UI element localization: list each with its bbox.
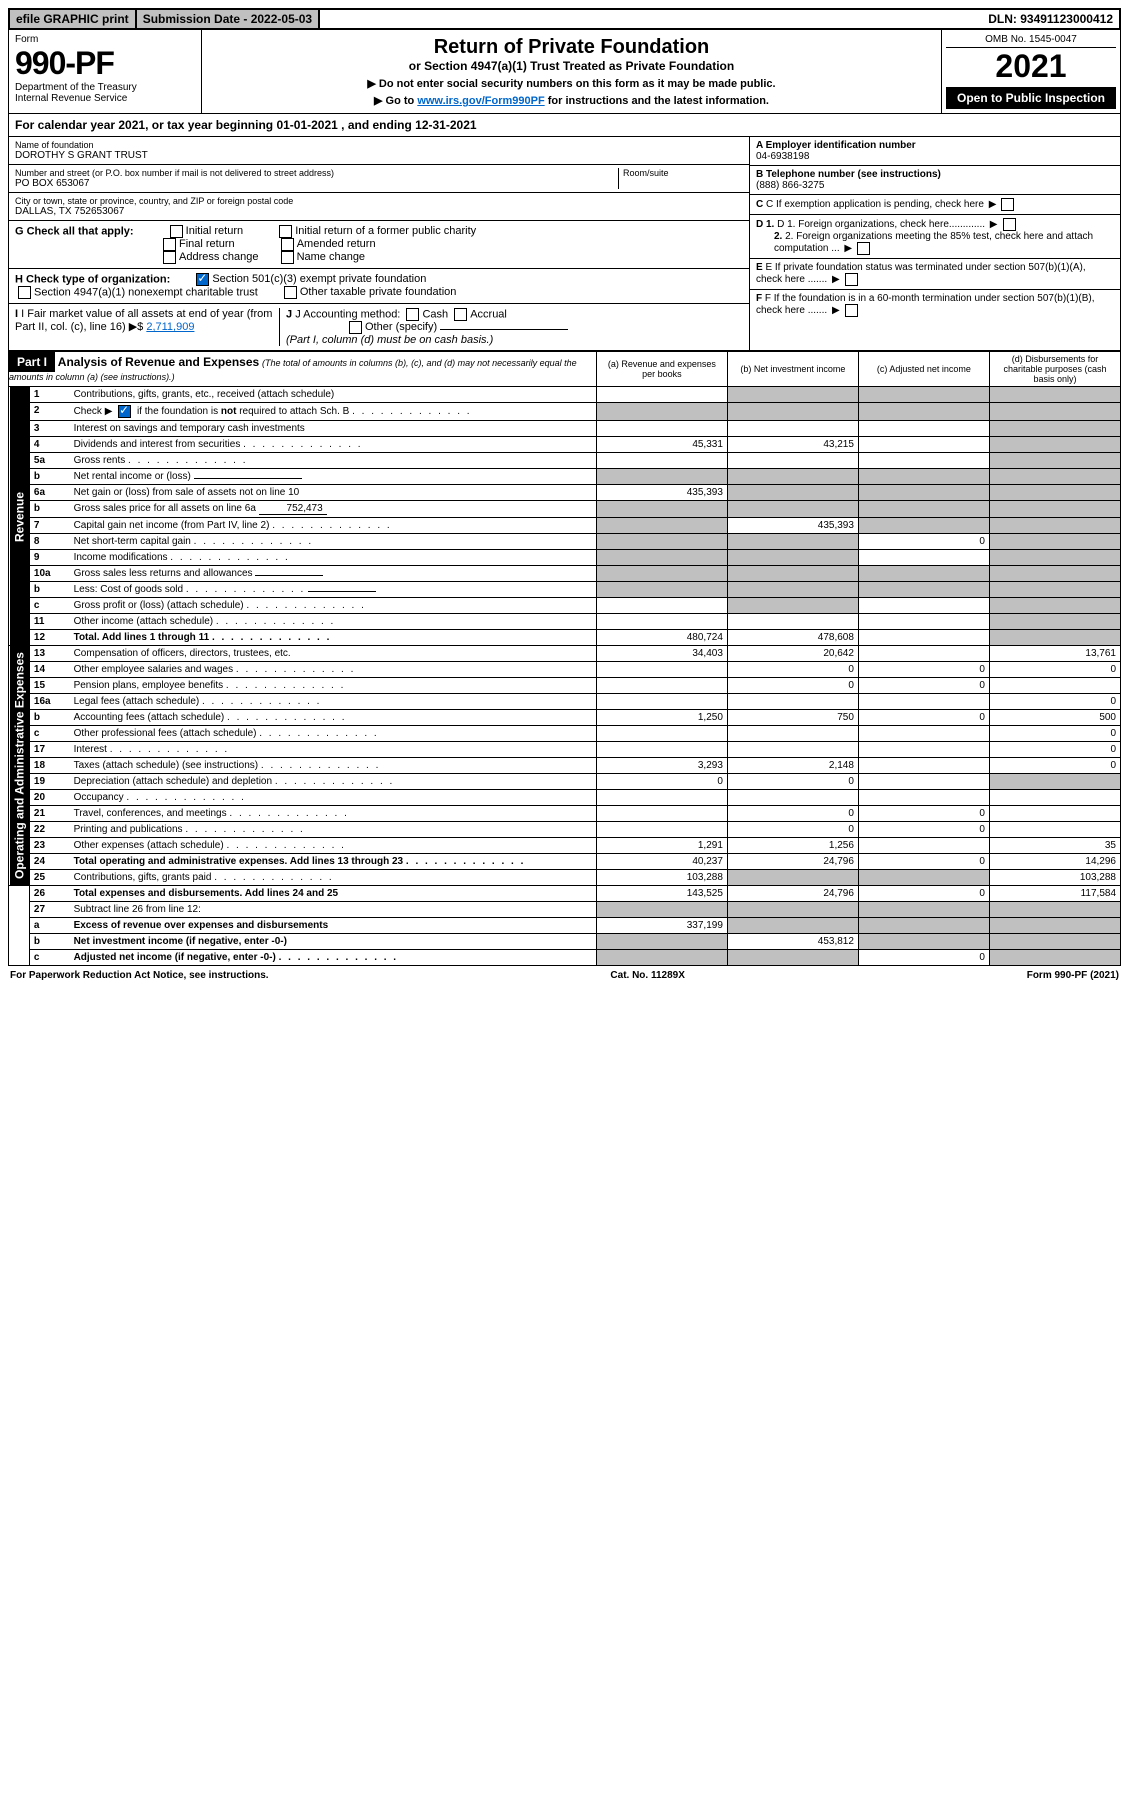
- phone-cell: B Telephone number (see instructions) (8…: [750, 166, 1120, 195]
- checkbox-other-taxable[interactable]: [284, 286, 297, 299]
- form-header: Form 990-PF Department of the Treasury I…: [8, 30, 1121, 114]
- fmv-value[interactable]: 2,711,909: [146, 321, 194, 333]
- page-footer: For Paperwork Reduction Act Notice, see …: [8, 966, 1121, 985]
- checkbox-other-method[interactable]: [349, 321, 362, 334]
- checkbox-d2[interactable]: [857, 242, 870, 255]
- checkbox-501c3[interactable]: [196, 273, 209, 286]
- checkbox-initial[interactable]: [170, 225, 183, 238]
- form-label: Form: [15, 34, 195, 45]
- calendar-year-row: For calendar year 2021, or tax year begi…: [8, 114, 1121, 137]
- form-title: Return of Private Foundation: [208, 36, 935, 59]
- dln: DLN: 93491123000412: [982, 10, 1119, 28]
- checkbox-name-change[interactable]: [281, 251, 294, 264]
- form-subtitle: or Section 4947(a)(1) Trust Treated as P…: [208, 59, 935, 73]
- checkbox-amended[interactable]: [281, 238, 294, 251]
- open-public-badge: Open to Public Inspection: [946, 87, 1116, 109]
- info-grid: Name of foundation DOROTHY S GRANT TRUST…: [8, 137, 1121, 351]
- opex-side-label: Operating and Administrative Expenses: [9, 646, 30, 886]
- address-cell: Number and street (or P.O. box number if…: [9, 165, 749, 193]
- dept-label: Department of the Treasury: [15, 82, 195, 93]
- efile-label: efile GRAPHIC print: [10, 10, 137, 28]
- irs-label: Internal Revenue Service: [15, 93, 195, 104]
- header-center: Return of Private Foundation or Section …: [202, 30, 941, 113]
- part1-header: Part I: [9, 352, 55, 372]
- header-left: Form 990-PF Department of the Treasury I…: [9, 30, 202, 113]
- checkbox-accrual[interactable]: [454, 308, 467, 321]
- checkbox-addr-change[interactable]: [163, 251, 176, 264]
- city-cell: City or town, state or province, country…: [9, 193, 749, 221]
- col-b-header: (b) Net investment income: [727, 352, 858, 387]
- g-check-row: G Check all that apply: Initial return I…: [9, 221, 749, 269]
- col-d-header: (d) Disbursements for charitable purpose…: [989, 352, 1120, 387]
- form-number: 990-PF: [15, 45, 195, 82]
- revenue-side-label: Revenue: [9, 387, 30, 646]
- checkbox-c[interactable]: [1001, 198, 1014, 211]
- col-c-header: (c) Adjusted net income: [858, 352, 989, 387]
- checkbox-e[interactable]: [845, 273, 858, 286]
- checkbox-cash[interactable]: [406, 308, 419, 321]
- i-j-row: I I Fair market value of all assets at e…: [9, 304, 749, 350]
- d-cell: D 1. D 1. Foreign organizations, check h…: [750, 215, 1120, 259]
- footer-mid: Cat. No. 11289X: [610, 970, 684, 981]
- f-cell: F F If the foundation is in a 60-month t…: [750, 290, 1120, 320]
- h-check-row: H Check type of organization: Section 50…: [9, 269, 749, 304]
- footer-right: Form 990-PF (2021): [1027, 970, 1119, 981]
- instr-2: ▶ Go to www.irs.gov/Form990PF for instru…: [208, 94, 935, 107]
- part1-table: Part I Analysis of Revenue and Expenses …: [8, 351, 1121, 966]
- checkbox-4947[interactable]: [18, 286, 31, 299]
- header-right: OMB No. 1545-0047 2021 Open to Public In…: [941, 30, 1120, 113]
- submission-date: Submission Date - 2022-05-03: [137, 10, 320, 28]
- footer-left: For Paperwork Reduction Act Notice, see …: [10, 970, 269, 981]
- tax-year: 2021: [946, 48, 1116, 85]
- info-left: Name of foundation DOROTHY S GRANT TRUST…: [9, 137, 749, 350]
- col-a-header: (a) Revenue and expenses per books: [596, 352, 727, 387]
- e-cell: E E If private foundation status was ter…: [750, 259, 1120, 290]
- checkbox-d1[interactable]: [1003, 218, 1016, 231]
- info-right: A Employer identification number 04-6938…: [749, 137, 1120, 350]
- checkbox-final[interactable]: [163, 238, 176, 251]
- checkbox-initial-former[interactable]: [279, 225, 292, 238]
- c-cell: C C If exemption application is pending,…: [750, 195, 1120, 215]
- form-link[interactable]: www.irs.gov/Form990PF: [417, 95, 544, 107]
- omb-number: OMB No. 1545-0047: [946, 34, 1116, 48]
- foundation-name-cell: Name of foundation DOROTHY S GRANT TRUST: [9, 137, 749, 165]
- checkbox-f[interactable]: [845, 304, 858, 317]
- checkbox-sch-b[interactable]: [118, 405, 131, 418]
- instr-1: ▶ Do not enter social security numbers o…: [208, 77, 935, 90]
- top-bar: efile GRAPHIC print Submission Date - 20…: [8, 8, 1121, 30]
- ein-cell: A Employer identification number 04-6938…: [750, 137, 1120, 166]
